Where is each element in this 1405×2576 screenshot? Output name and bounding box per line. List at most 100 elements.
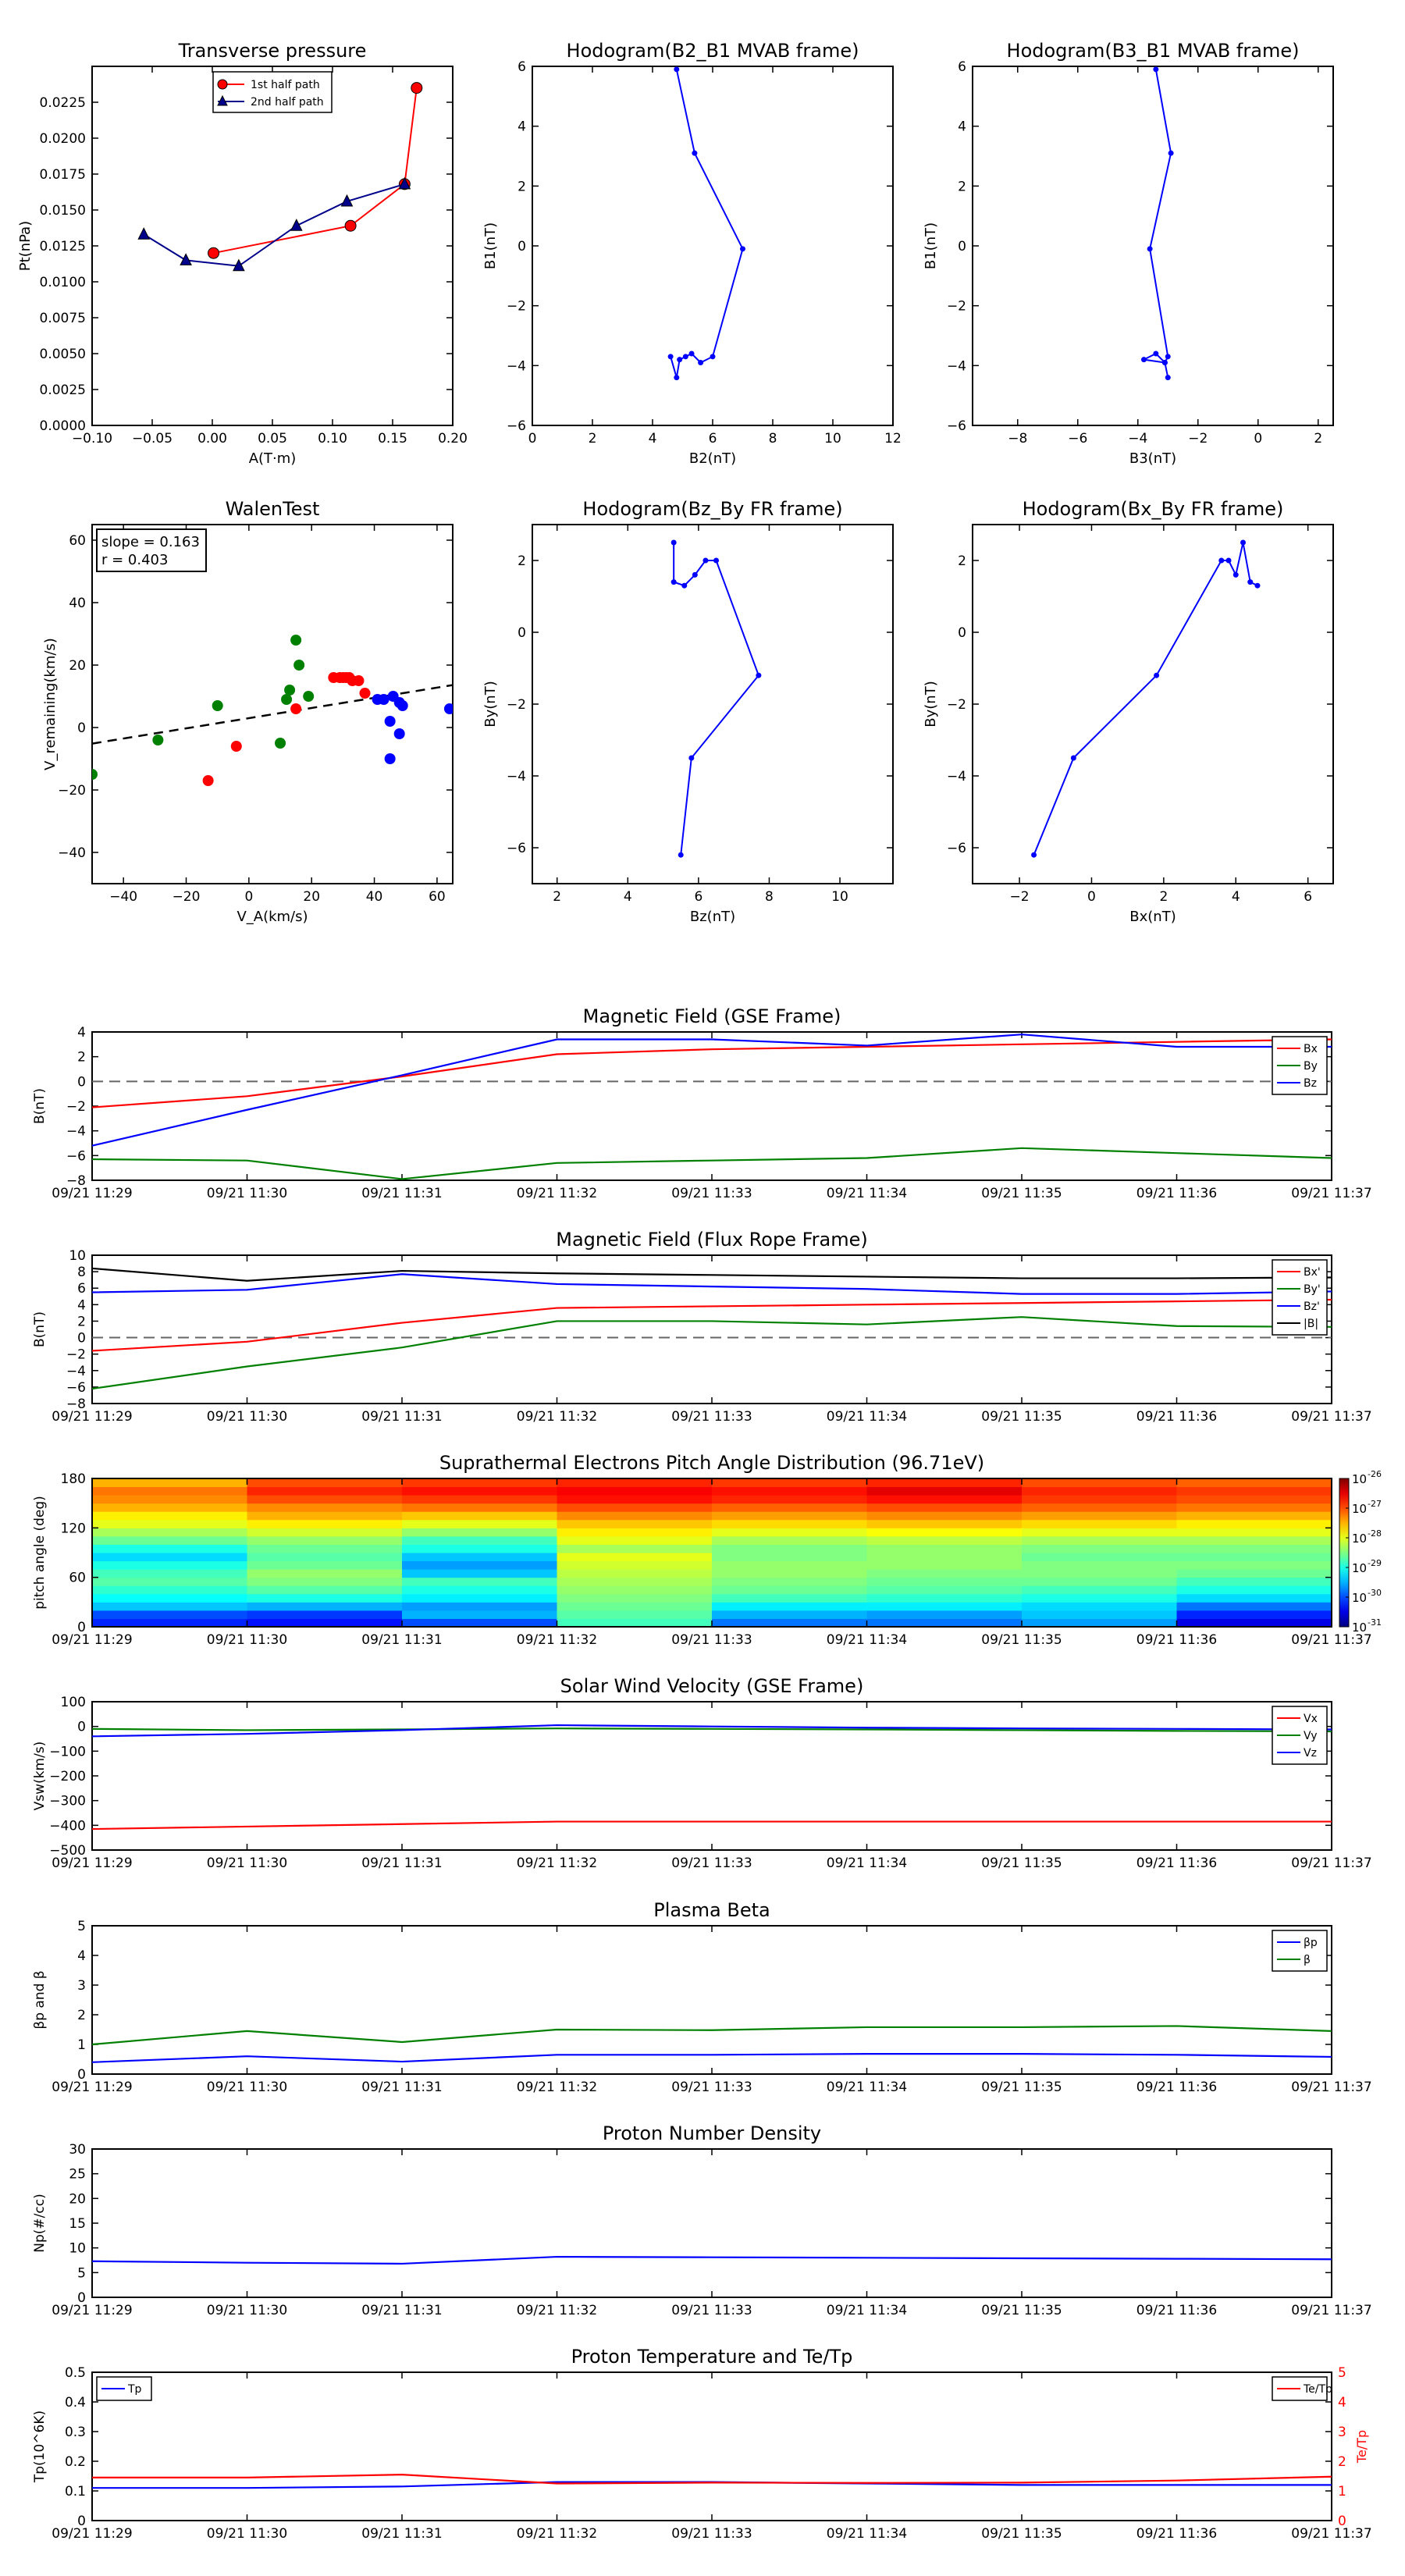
colorbar — [1339, 1478, 1350, 1628]
x-tick-label: 09/21 11:31 — [361, 1632, 442, 1648]
heatmap-cell — [557, 1602, 713, 1611]
colorbar-tick-exponent: -28 — [1368, 1528, 1382, 1539]
data-point — [284, 685, 296, 696]
y-tick-label: −6 — [507, 841, 526, 856]
x-tick-label: 09/21 11:34 — [827, 1409, 907, 1425]
data-point — [682, 354, 688, 360]
heatmap-cell — [712, 1511, 867, 1521]
hodo_bx_by-xlabel: Bx(nT) — [1129, 909, 1176, 925]
heatmap-cell — [92, 1593, 247, 1603]
y-tick-label: 0.0050 — [40, 347, 86, 362]
y-tick-label: 25 — [69, 2167, 86, 2183]
x-tick-label: 09/21 11:35 — [981, 1856, 1062, 1871]
legend-label: 1st half path — [251, 79, 320, 91]
legend-marker — [217, 94, 228, 106]
y-tick-label: 0 — [77, 1074, 86, 1090]
transverse_pressure-frame — [91, 66, 454, 426]
heatmap-cell — [1176, 1486, 1332, 1496]
y-tick-label: 0 — [77, 720, 86, 736]
y-tick-label: −6 — [507, 418, 526, 434]
legend-label: βp — [1304, 1937, 1318, 1949]
heatmap-cell — [92, 1553, 247, 1562]
heatmap-cell — [1022, 1618, 1177, 1628]
x-tick-label: 2 — [589, 431, 597, 447]
y-tick-label: 30 — [69, 2142, 86, 2158]
data-point — [688, 350, 695, 357]
data-point — [1161, 360, 1168, 365]
x-tick-label: −20 — [173, 889, 201, 905]
colorbar-tick-label: 10 — [1352, 1561, 1367, 1575]
pad-title: Suprathermal Electrons Pitch Angle Distr… — [439, 1452, 984, 1474]
data-point — [290, 219, 303, 231]
x-tick-label: 6 — [1304, 889, 1312, 905]
heatmap-cell — [247, 1503, 403, 1512]
y-tick-label: −500 — [49, 1843, 86, 1859]
proton_temp-ylabel-right: Te/Tp — [1354, 2430, 1369, 2464]
heatmap-cell — [557, 1577, 713, 1586]
y-tick-label-right: 1 — [1338, 2484, 1346, 2500]
proton_temp-title: Proton Temperature and Te/Tp — [571, 2346, 853, 2368]
x-tick-label: −8 — [1008, 431, 1027, 447]
y-tick-label: 0.5 — [65, 2365, 86, 2381]
y-tick-label: 0 — [958, 625, 966, 641]
x-tick-label: 09/21 11:33 — [671, 1856, 752, 1871]
series-line-βp — [91, 2053, 1332, 2063]
x-tick-label: 09/21 11:29 — [52, 1632, 132, 1648]
y-tick-label: 0.1 — [65, 2484, 86, 2500]
heatmap-cell — [866, 1610, 1023, 1619]
hodo_b2_b1-xlabel: B2(nT) — [689, 450, 736, 467]
data-point — [1240, 539, 1246, 546]
x-tick-label: 09/21 11:33 — [671, 2303, 752, 2318]
x-tick-label: 09/21 11:35 — [981, 2080, 1062, 2095]
x-tick-label: 0.05 — [258, 431, 287, 447]
y-tick-label: 20 — [69, 658, 86, 674]
x-tick-label: 0.20 — [438, 431, 468, 447]
hodo_bz_by-plot-area — [670, 539, 762, 858]
x-tick-label: 09/21 11:37 — [1291, 1856, 1371, 1871]
heatmap-cell — [92, 1569, 247, 1578]
y-tick-label: −100 — [49, 1744, 86, 1759]
x-tick-label: 09/21 11:30 — [207, 1186, 287, 1201]
data-point — [1168, 150, 1174, 156]
heatmap-cell — [1176, 1585, 1332, 1595]
series-line-0 — [1141, 69, 1172, 378]
annotation-box — [96, 528, 207, 572]
x-tick-label: 09/21 11:34 — [827, 1856, 907, 1871]
mag_fr-title: Magnetic Field (Flux Rope Frame) — [556, 1229, 867, 1251]
annotation-line: slope = 0.163 — [101, 534, 200, 550]
x-tick-label: 8 — [765, 889, 774, 905]
heatmap-cell — [557, 1486, 713, 1496]
data-point — [692, 571, 698, 578]
x-tick-label: 09/21 11:30 — [207, 2080, 287, 2095]
data-point — [1070, 755, 1076, 761]
sw_velocity-ylabel: Vsw(km/s) — [32, 1742, 48, 1811]
x-tick-label: 09/21 11:36 — [1136, 2526, 1217, 2542]
hodo_bx_by-chart: Hodogram(Bx_By FR frame) −2 0 2 4 6 −6 −4 −2 0 2 Bx… — [923, 498, 1334, 925]
data-point — [698, 360, 704, 365]
x-tick-label: 6 — [694, 889, 702, 905]
x-tick-label: 0 — [528, 431, 537, 447]
x-tick-label: 09/21 11:34 — [827, 2526, 907, 2542]
legend-label: Vx — [1304, 1713, 1318, 1725]
series-line-By — [91, 1147, 1332, 1180]
heatmap-cell — [866, 1486, 1023, 1496]
heatmap-cell — [247, 1478, 403, 1488]
x-tick-label: 0 — [1087, 889, 1096, 905]
heatmap-cell — [1176, 1503, 1332, 1512]
hodo_b2_b1-plot-area — [667, 66, 745, 381]
heatmap-cell — [402, 1528, 557, 1537]
heatmap-cell — [557, 1560, 713, 1570]
y-tick-label: −8 — [66, 1173, 86, 1189]
y-tick-label-right: 2 — [1338, 2454, 1346, 2470]
walen_test-chart: WalenTest −40 −20 0 20 40 60 −40 −20 0 20 40 60 V_A(k… — [42, 498, 454, 925]
legend-label: Vz — [1304, 1747, 1317, 1759]
y-tick-label: 0.0150 — [40, 203, 86, 219]
y-tick-label-right: 3 — [1338, 2425, 1346, 2440]
series-line-|B| — [91, 1267, 1332, 1282]
heatmap-cell — [1022, 1486, 1177, 1496]
data-point — [713, 557, 720, 564]
heatmap-cell — [712, 1535, 867, 1545]
legend-label: |B| — [1304, 1318, 1318, 1330]
heatmap-cell — [402, 1478, 557, 1488]
